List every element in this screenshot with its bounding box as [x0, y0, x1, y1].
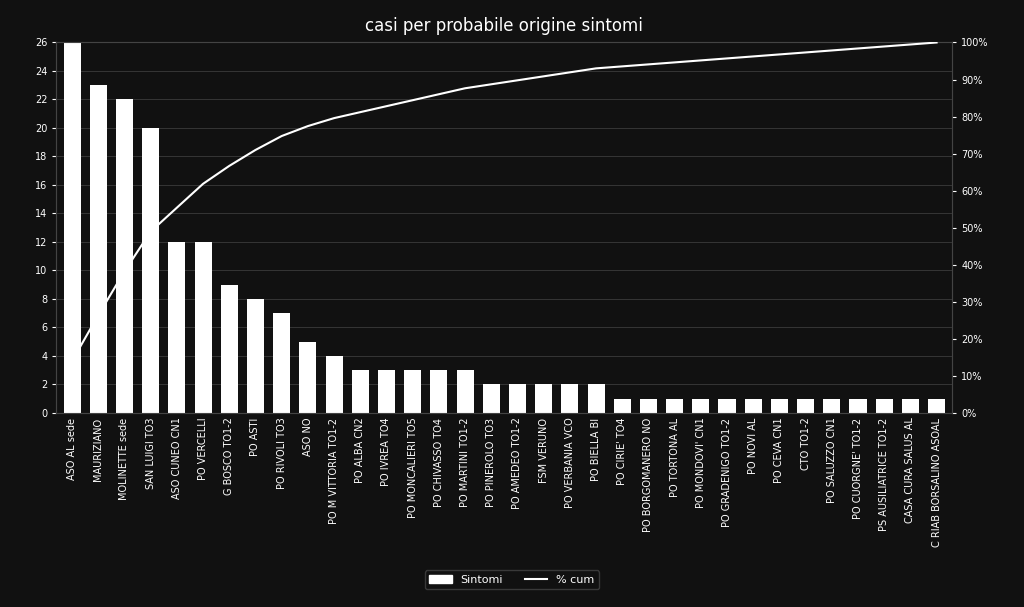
Bar [378, 370, 395, 413]
Bar [195, 242, 212, 413]
Bar [823, 399, 841, 413]
Bar [221, 285, 238, 413]
Bar [168, 242, 185, 413]
Bar [63, 42, 81, 413]
Bar [640, 399, 657, 413]
Bar [457, 370, 473, 413]
Bar [692, 399, 710, 413]
Bar [850, 399, 866, 413]
Bar [90, 85, 106, 413]
Bar [482, 384, 500, 413]
Bar [797, 399, 814, 413]
Bar [404, 370, 421, 413]
Bar [247, 299, 264, 413]
Bar [928, 399, 945, 413]
Bar [273, 313, 290, 413]
Bar [430, 370, 447, 413]
Bar [351, 370, 369, 413]
Title: casi per probabile origine sintomi: casi per probabile origine sintomi [366, 18, 643, 35]
Bar [876, 399, 893, 413]
Bar [771, 399, 787, 413]
Bar [719, 399, 735, 413]
Bar [561, 384, 579, 413]
Bar [666, 399, 683, 413]
Bar [299, 342, 316, 413]
Bar [536, 384, 552, 413]
Legend: Sintomi, % cum: Sintomi, % cum [425, 571, 599, 589]
Bar [142, 128, 159, 413]
Bar [744, 399, 762, 413]
Bar [116, 100, 133, 413]
Bar [902, 399, 919, 413]
Bar [588, 384, 604, 413]
Bar [613, 399, 631, 413]
Bar [509, 384, 526, 413]
Bar [326, 356, 343, 413]
